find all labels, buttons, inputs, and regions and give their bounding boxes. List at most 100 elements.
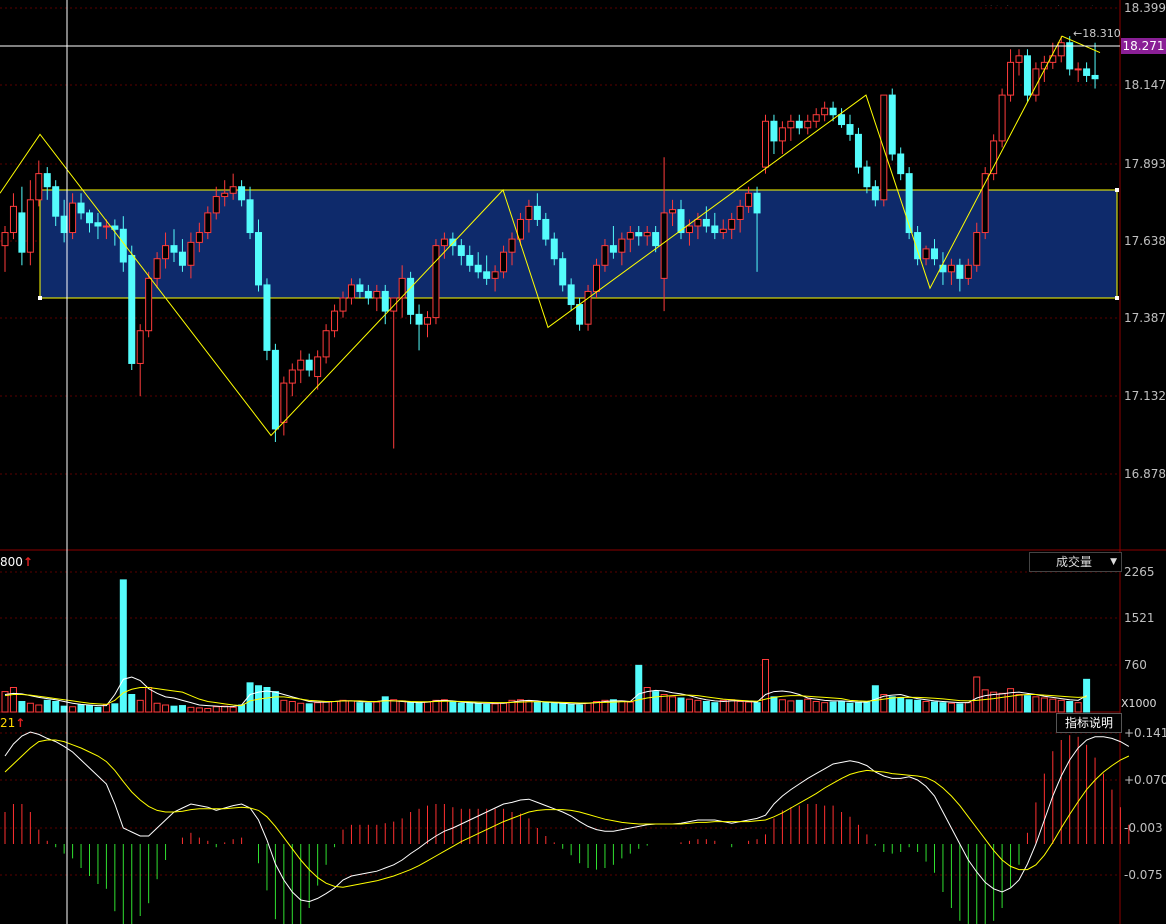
consolidation-box[interactable]	[38, 188, 1119, 300]
candle-body	[795, 120, 803, 129]
volume-bar	[153, 702, 161, 713]
candle-body	[829, 107, 837, 116]
volume-bar	[128, 694, 136, 713]
volume-bar	[635, 664, 643, 713]
volume-bar	[322, 701, 330, 713]
candle-body	[331, 310, 339, 332]
candle-body	[533, 205, 541, 220]
candle-body	[26, 199, 34, 253]
volume-bar	[829, 701, 837, 713]
volume-bar	[86, 705, 93, 713]
volume-bar	[280, 699, 288, 713]
volume-bar	[542, 702, 550, 713]
candle-body	[339, 297, 347, 312]
volume-bar	[119, 579, 127, 713]
candle-body	[238, 186, 246, 201]
volume-bar	[1057, 699, 1065, 713]
macd-label-value: 21	[0, 716, 16, 730]
volume-bar	[1074, 702, 1082, 713]
volume-bar	[26, 702, 34, 713]
volume-bar	[854, 702, 862, 713]
candle-body	[457, 245, 465, 256]
macd-tick-0: +0.141	[1124, 726, 1166, 740]
candle-body	[559, 258, 567, 286]
candle-body	[491, 271, 499, 279]
volume-bar	[457, 702, 465, 713]
candle-body	[508, 238, 516, 253]
price-tick-7: 16.878	[1124, 467, 1166, 481]
candle-body	[973, 232, 981, 266]
candle-body	[652, 232, 660, 247]
volume-bar	[407, 702, 415, 713]
dropdown-arrow-icon: ▼	[1110, 557, 1117, 567]
candle-body	[212, 196, 220, 214]
candle-body	[322, 330, 330, 358]
volume-bar	[297, 702, 305, 713]
candle-body	[905, 173, 913, 234]
volume-bar	[685, 698, 693, 713]
candle-body	[128, 254, 136, 364]
candle-body	[9, 205, 17, 234]
candle-body	[922, 248, 930, 260]
volume-bar	[288, 701, 296, 713]
box-rect	[39, 189, 1118, 299]
volume-label-value: 800	[0, 555, 23, 569]
candle-body	[660, 212, 668, 279]
candle-body	[567, 284, 575, 306]
volume-bar	[677, 697, 685, 713]
box-handle-2	[38, 296, 42, 300]
volume-bar	[863, 701, 871, 713]
volume-bar	[381, 696, 389, 713]
candle-body	[981, 173, 989, 234]
candle-body	[424, 317, 431, 325]
candle-body	[516, 218, 524, 240]
candle-body	[432, 245, 440, 319]
macd-histogram[interactable]	[4, 735, 1130, 924]
volume-unit: X1000	[1121, 697, 1157, 710]
volume-bar	[212, 706, 220, 713]
candle-body	[229, 186, 237, 194]
volume-bar	[914, 699, 922, 713]
volume-indicator-selector[interactable]: 成交量 ▼	[1029, 552, 1122, 572]
candlesticks[interactable]	[1, 36, 1099, 449]
volume-bar	[643, 687, 651, 713]
arrow-up-icon: ↑	[15, 716, 26, 730]
volume-bar	[905, 699, 913, 713]
candle-body	[263, 284, 271, 351]
volume-bar	[1083, 678, 1091, 713]
candle-body	[77, 202, 85, 214]
volume-bar	[111, 703, 119, 713]
volume-label: 800↑	[0, 555, 33, 569]
volume-bar	[331, 701, 339, 713]
candle-body	[702, 218, 710, 227]
volume-tick-0: 2265	[1124, 565, 1155, 579]
volume-bar	[745, 701, 753, 713]
volume-bar	[69, 706, 77, 713]
volume-bar	[939, 702, 947, 713]
volume-bar	[432, 699, 440, 713]
volume-bars[interactable]	[1, 579, 1091, 713]
candle-body	[1015, 55, 1023, 63]
volume-bar	[981, 689, 989, 713]
volume-bar	[1032, 696, 1040, 713]
candle-body	[305, 359, 313, 371]
macd-dea	[4, 739, 1130, 888]
candle-body	[162, 245, 170, 260]
box-handle-1	[1115, 188, 1119, 192]
volume-bar	[43, 699, 51, 713]
macd-tick-2: -0.003	[1124, 821, 1163, 835]
candle-body	[593, 264, 600, 292]
price-tick-0: 18.399	[1124, 1, 1166, 15]
candle-body	[119, 228, 127, 263]
candle-body	[677, 209, 685, 234]
volume-bar	[195, 707, 203, 713]
volume-bar	[94, 706, 102, 713]
candle-body	[626, 232, 634, 240]
volume-bar	[187, 706, 195, 713]
grid-lines	[0, 7, 1166, 876]
indicator-explanation-button[interactable]: 指标说明	[1056, 713, 1122, 733]
volume-bar	[18, 701, 26, 713]
volume-bar	[314, 702, 322, 713]
volume-bar	[728, 699, 736, 713]
